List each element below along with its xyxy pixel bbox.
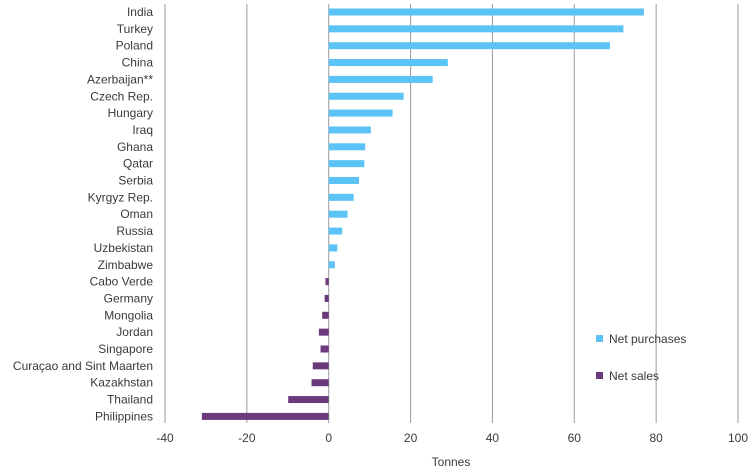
- bar-azerbaijan: [328, 75, 433, 83]
- x-tick-label: -40: [156, 431, 174, 445]
- bars: [201, 8, 644, 420]
- bar-china: [328, 59, 448, 67]
- category-label-zimbabwe: Zimbabwe: [98, 258, 154, 272]
- bar-philippines: [201, 412, 329, 420]
- category-label-turkey: Turkey: [117, 22, 153, 36]
- bar-cabo-verde: [325, 278, 329, 286]
- category-label-uzbekistan: Uzbekistan: [94, 241, 153, 255]
- x-tick-label: 0: [325, 431, 332, 445]
- category-label-china: China: [122, 56, 154, 70]
- category-label-kazakhstan: Kazakhstan: [90, 376, 153, 390]
- bar-zimbabwe: [328, 261, 335, 269]
- x-tick-label: 40: [486, 431, 500, 445]
- bar-cura-ao-and-sint-maarten: [312, 362, 329, 370]
- category-label-singapore: Singapore: [98, 342, 153, 356]
- x-tick-labels: -40 -20 0 20 40 60 80 100: [156, 431, 748, 445]
- legend-label-net-sales: Net sales: [609, 369, 659, 383]
- bar-czech-rep: [328, 92, 404, 100]
- bar-turkey: [328, 25, 624, 33]
- category-label-hungary: Hungary: [108, 106, 153, 120]
- bar-ghana: [328, 143, 366, 151]
- category-label-cabo-verde: Cabo Verde: [90, 275, 154, 289]
- category-label-russia: Russia: [116, 224, 153, 238]
- category-label-ghana: Ghana: [117, 140, 153, 154]
- legend-swatch-net-sales: [596, 372, 603, 379]
- gridlines: [164, 4, 739, 423]
- bar-kyrgyz-rep: [328, 193, 354, 201]
- bar-singapore: [320, 345, 329, 353]
- bar-jordan: [318, 328, 329, 336]
- bar-uzbekistan: [328, 244, 338, 252]
- bar-india: [328, 8, 644, 16]
- x-tick-label: 80: [649, 431, 663, 445]
- x-axis-title: Tonnes: [432, 455, 471, 469]
- bar-russia: [328, 227, 343, 235]
- x-tick-label: 100: [728, 431, 748, 445]
- category-label-thailand: Thailand: [107, 393, 153, 407]
- category-label-qatar: Qatar: [123, 157, 153, 171]
- bar-qatar: [328, 160, 365, 168]
- bar-serbia: [328, 177, 360, 184]
- category-label-iraq: Iraq: [132, 123, 153, 137]
- category-label-poland: Poland: [116, 39, 153, 53]
- x-tick-label: -20: [238, 431, 256, 445]
- category-label-czech-rep: Czech Rep.: [90, 89, 153, 103]
- x-tick-label: 20: [404, 431, 418, 445]
- x-tick-label: 60: [568, 431, 582, 445]
- category-label-philippines: Philippines: [95, 409, 153, 423]
- category-label-india: India: [127, 5, 153, 19]
- bar-iraq: [328, 126, 371, 134]
- legend-label-net-purchases: Net purchases: [609, 332, 686, 346]
- legend-swatch-net-purchases: [596, 335, 603, 342]
- category-label-azerbaijan: Azerbaijan**: [87, 72, 153, 86]
- bar-germany: [324, 294, 329, 302]
- bar-poland: [328, 42, 610, 50]
- category-label-mongolia: Mongolia: [104, 308, 153, 322]
- bar-oman: [328, 210, 348, 218]
- category-label-germany: Germany: [104, 291, 153, 305]
- bar-hungary: [328, 109, 393, 117]
- category-labels: India Turkey Poland China Azerbaijan** Czech …: [13, 5, 153, 423]
- category-label-cura-ao-and-sint-maarten: Curaçao and Sint Maarten: [13, 359, 153, 373]
- category-label-jordan: Jordan: [116, 325, 153, 339]
- category-label-serbia: Serbia: [118, 174, 153, 188]
- legend: Net purchases Net sales: [596, 332, 686, 383]
- category-label-kyrgyz-rep: Kyrgyz Rep.: [88, 190, 153, 204]
- bar-mongolia: [322, 311, 329, 319]
- bar-thailand: [288, 396, 329, 404]
- bar-kazakhstan: [311, 379, 329, 387]
- category-label-oman: Oman: [120, 207, 153, 221]
